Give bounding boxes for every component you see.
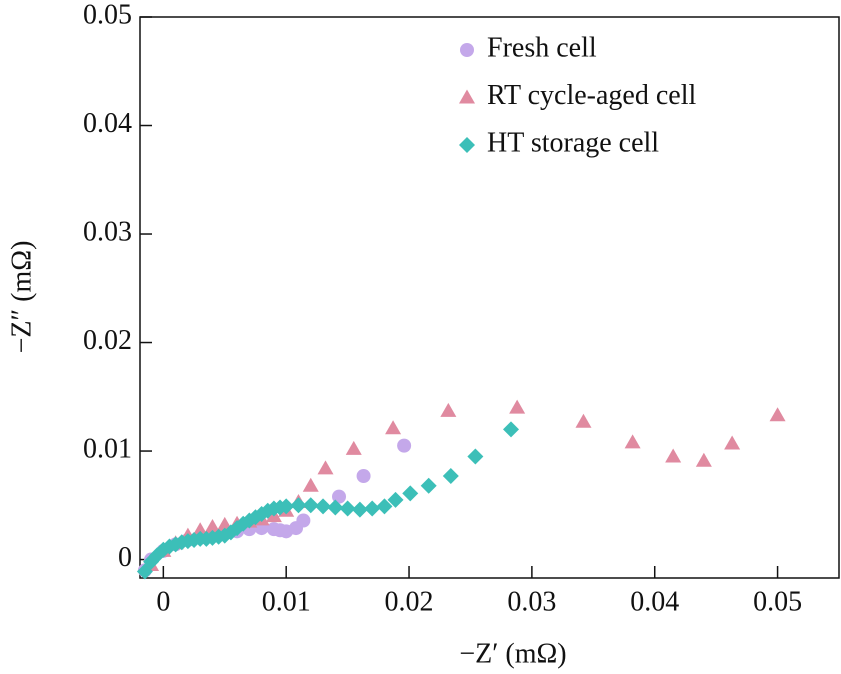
point [467,448,484,465]
point [356,469,371,483]
point [509,399,526,414]
legend-label: RT cycle-aged cell [487,80,696,111]
y-tick-label: 0.03 [83,216,132,247]
point [769,407,786,422]
point [204,519,221,533]
x-tick-label: 0 [156,586,170,617]
point [442,468,459,484]
point [278,498,295,515]
legend-marker [460,43,474,57]
point [385,420,402,435]
point [402,485,419,502]
point [351,501,368,518]
point [315,498,332,515]
point [420,477,437,494]
y-tick-label: 0.05 [83,0,132,30]
point [345,440,362,455]
x-tick-label: 0.05 [753,586,802,617]
legend-marker [459,137,475,153]
point [397,438,412,453]
x-axis-label: −Z′ (mΩ) [459,638,566,669]
legend-label: HT storage cell [487,127,659,158]
y-tick-label: 0.04 [83,108,132,139]
point [302,477,319,492]
y-tick-label: 0 [118,542,132,573]
point [502,421,519,438]
point [339,500,356,517]
legend-marker [459,89,475,104]
legend-label: Fresh cell [487,32,597,63]
point [302,497,319,514]
point [440,402,457,417]
point [364,500,381,517]
point [624,434,641,449]
point [665,448,682,463]
x-tick-label: 0.01 [262,586,311,617]
point [575,413,592,428]
point [317,460,334,475]
x-tick-label: 0.02 [385,586,434,617]
x-tick-label: 0.04 [630,586,679,617]
point [290,497,307,514]
y-tick-label: 0.01 [83,433,132,464]
y-tick-label: 0.02 [83,325,132,356]
point [296,513,311,528]
point [327,499,344,516]
point [695,452,712,467]
point [724,435,741,450]
x-tick-label: 0.03 [507,586,556,617]
y-axis-label: −Z″ (mΩ) [6,241,37,354]
plot-frame [139,16,840,579]
point [192,522,209,537]
point [387,491,404,508]
point [376,498,393,515]
